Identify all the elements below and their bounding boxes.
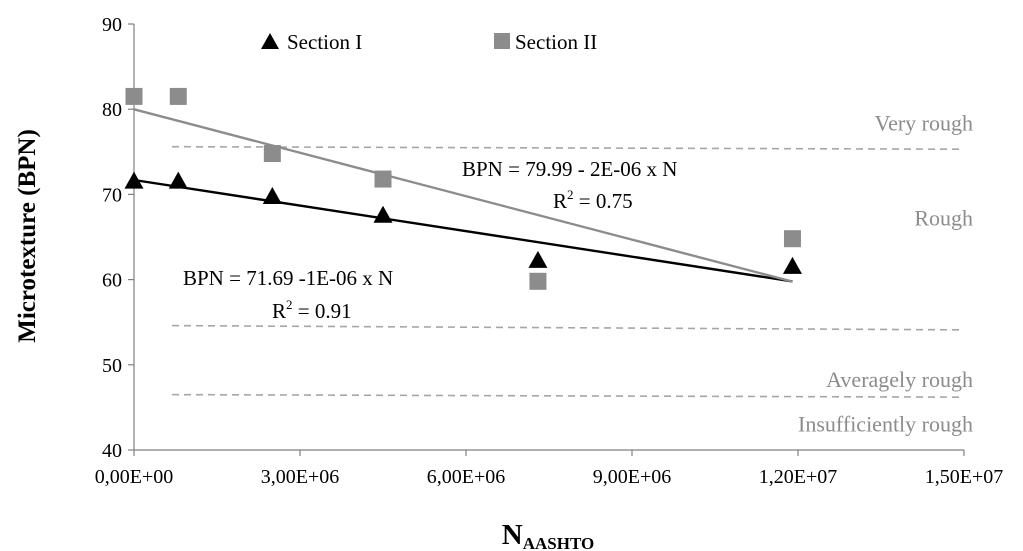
zone-boundary-line-0 <box>172 147 963 150</box>
point-section-2-1 <box>170 88 187 105</box>
zone-label-insufficiently-rough: Insufficiently rough <box>798 411 973 436</box>
point-section-1-4 <box>528 251 547 268</box>
x-tick-label-0: 0,00E+00 <box>95 466 174 488</box>
point-section-1-5 <box>783 257 802 274</box>
legend-label-section-ii: Section II <box>515 30 597 54</box>
zone-label-averagely-rough: Averagely rough <box>826 367 973 392</box>
point-section-2-3 <box>375 171 392 188</box>
point-section-2-4 <box>529 273 546 290</box>
x-axis-title: NAASHTO <box>502 519 594 551</box>
point-section-1-3 <box>374 206 393 223</box>
legend-marker-section-i <box>261 33 279 49</box>
y-tick-label-2: 60 <box>102 270 122 292</box>
x-tick-label-3: 9,00E+06 <box>593 466 672 488</box>
point-section-2-5 <box>784 230 801 247</box>
y-axis-title: Microtexture (BPN) <box>14 129 41 343</box>
legend-marker-section-ii <box>494 33 510 49</box>
x-tick-label-4: 1,20E+07 <box>759 466 838 488</box>
zone-label-rough: Rough <box>914 205 973 230</box>
zone-labels: Very rough Rough Averagely rough Insuffi… <box>798 111 973 437</box>
zone-boundary-line-1 <box>172 326 963 330</box>
y-tick-label-1: 50 <box>102 355 122 377</box>
y-tick-label-4: 80 <box>102 99 122 121</box>
zone-boundary-line-2 <box>172 395 963 398</box>
y-tick-label-0: 40 <box>102 440 122 462</box>
x-tick-label-1: 3,00E+06 <box>261 466 340 488</box>
point-section-2-2 <box>264 145 281 162</box>
point-section-2-0 <box>126 88 143 105</box>
r2-section-ii: R2 = 0.75 <box>553 187 633 213</box>
zone-label-very-rough: Very rough <box>875 111 973 136</box>
y-tick-label-3: 70 <box>102 184 122 206</box>
equation-section-i: BPN = 71.69 -1E-06 x N <box>183 266 393 290</box>
x-tick-label-2: 6,00E+06 <box>427 466 506 488</box>
r2-section-i: R2 = 0.91 <box>272 297 352 323</box>
point-section-1-2 <box>263 187 282 204</box>
equation-section-ii: BPN = 79.99 - 2E-06 x N <box>462 157 677 181</box>
point-section-1-1 <box>169 172 188 189</box>
legend-label-section-i: Section I <box>287 30 362 54</box>
legend: Section I Section II <box>261 30 597 54</box>
equation-annotations: BPN = 79.99 - 2E-06 x N R2 = 0.75 BPN = … <box>183 157 677 323</box>
x-tick-label-5: 1,50E+07 <box>925 466 1004 488</box>
y-tick-label-5: 90 <box>102 14 122 36</box>
